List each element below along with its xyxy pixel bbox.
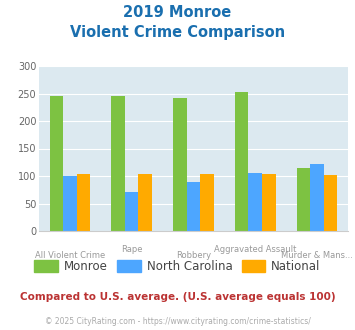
Bar (77, 174, 90, 231)
Text: Rape: Rape (121, 245, 142, 254)
Bar (50, 96, 63, 231)
Bar (200, 174, 214, 231)
Bar (63, 176, 77, 231)
Bar (262, 174, 275, 231)
Text: 2019 Monroe: 2019 Monroe (124, 5, 231, 20)
Text: Violent Crime Comparison: Violent Crime Comparison (70, 25, 285, 40)
Text: © 2025 CityRating.com - https://www.cityrating.com/crime-statistics/: © 2025 CityRating.com - https://www.city… (45, 317, 310, 326)
Bar (111, 96, 125, 231)
Bar (138, 174, 152, 231)
Bar (297, 168, 310, 231)
Bar (324, 175, 337, 231)
Text: Compared to U.S. average. (U.S. average equals 100): Compared to U.S. average. (U.S. average … (20, 292, 335, 302)
Bar (235, 92, 248, 231)
Text: Robbery: Robbery (176, 251, 211, 260)
Text: All Violent Crime: All Violent Crime (35, 251, 105, 260)
Bar (310, 164, 324, 231)
Bar (187, 182, 200, 231)
Text: Murder & Mans...: Murder & Mans... (281, 251, 353, 260)
Legend: Monroe, North Carolina, National: Monroe, North Carolina, National (29, 255, 326, 278)
Bar (248, 173, 262, 231)
Bar (173, 98, 187, 231)
Text: Aggravated Assault: Aggravated Assault (214, 245, 296, 254)
Bar (125, 192, 138, 231)
